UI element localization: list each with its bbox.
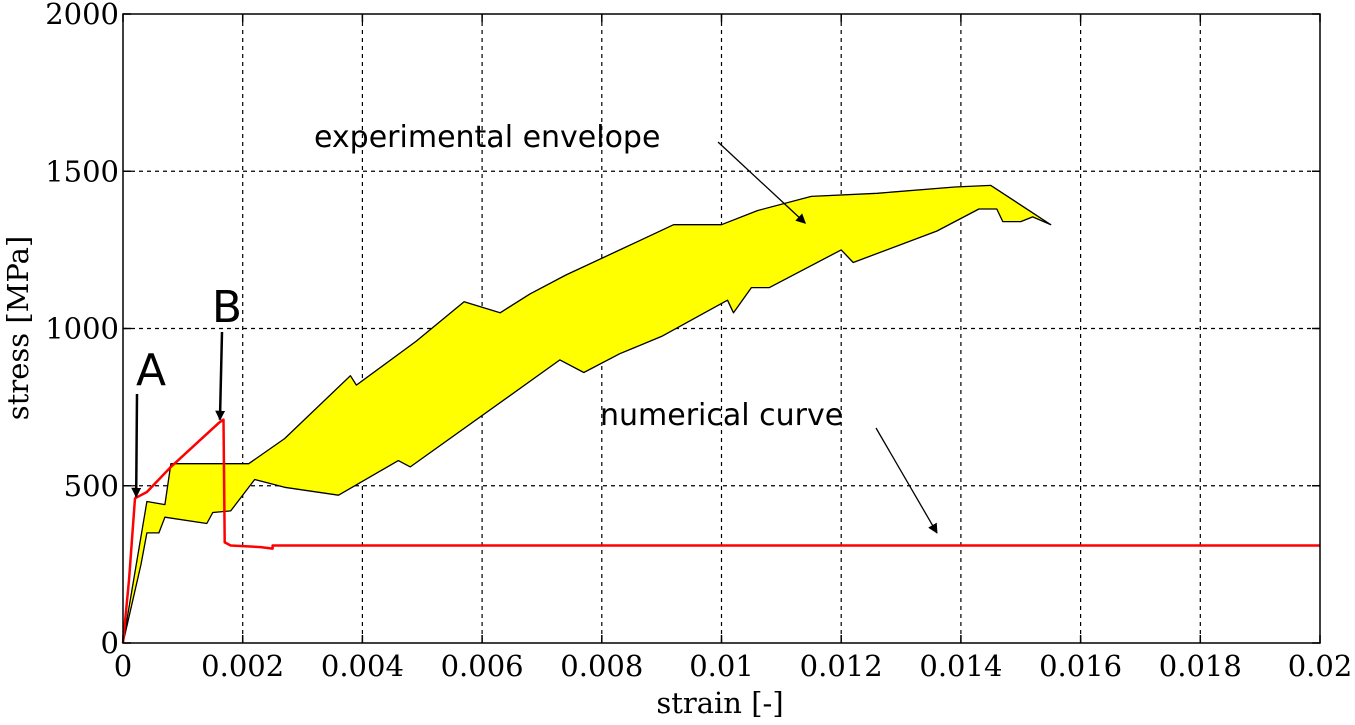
grid bbox=[123, 14, 1320, 643]
x-tick-label: 0.016 bbox=[1039, 649, 1122, 683]
point-a-arrow bbox=[131, 393, 142, 498]
numerical-curve-line bbox=[121, 418, 1320, 644]
tick-labels: 0 0.002 0.004 0.006 0.008 0.01 0.012 0.014 0.016… bbox=[45, 0, 1352, 683]
y-tick-label: 1500 bbox=[45, 154, 119, 188]
y-axis-title: stress [MPa] bbox=[1, 236, 35, 420]
x-axis-title: strain [-] bbox=[656, 686, 783, 720]
numerical-curve-arrow bbox=[875, 427, 938, 534]
x-tick-label: 0.006 bbox=[441, 649, 524, 683]
point-b-label: B bbox=[212, 282, 242, 333]
x-tick-label: 0.002 bbox=[201, 649, 284, 683]
experimental-envelope-band bbox=[122, 184, 1052, 644]
x-tick-label: 0.008 bbox=[560, 649, 643, 683]
y-tick-label: 0 bbox=[101, 626, 119, 660]
y-tick-label: 2000 bbox=[45, 0, 119, 31]
experimental-envelope-arrow bbox=[717, 141, 807, 224]
x-tick-label: 0.014 bbox=[919, 649, 1002, 683]
x-tick-label: 0.012 bbox=[800, 649, 883, 683]
plot-area bbox=[121, 184, 1320, 644]
point-a-label: A bbox=[136, 345, 166, 396]
x-tick-label: 0.01 bbox=[689, 649, 754, 683]
x-tick-label: 0 bbox=[114, 649, 132, 683]
y-tick-label: 1000 bbox=[45, 312, 119, 346]
x-tick-label: 0.02 bbox=[1288, 649, 1353, 683]
x-tick-label: 0.004 bbox=[321, 649, 404, 683]
numerical-curve-label: numerical curve bbox=[600, 398, 843, 433]
experimental-envelope-label: experimental envelope bbox=[314, 120, 660, 155]
point-b-arrow bbox=[215, 331, 226, 421]
axis-ticks bbox=[122, 13, 1321, 644]
x-tick-label: 0.018 bbox=[1159, 649, 1242, 683]
y-tick-label: 500 bbox=[64, 469, 119, 503]
